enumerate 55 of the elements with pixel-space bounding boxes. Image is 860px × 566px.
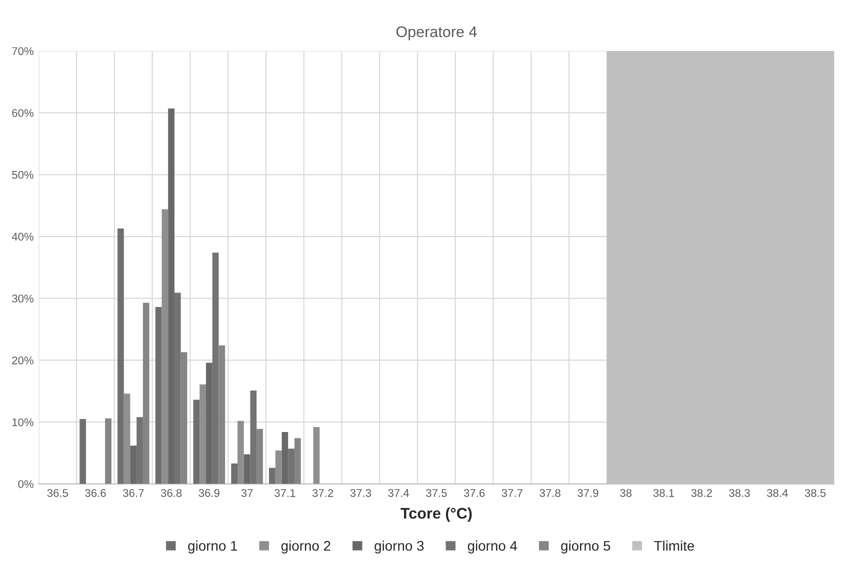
y-tick-label: 30% xyxy=(12,294,34,302)
y-tick-label: 60% xyxy=(12,109,34,117)
x-tick-label: 37.9 xyxy=(578,489,598,497)
bar xyxy=(238,420,244,484)
x-tick-label: 38.1 xyxy=(653,489,674,497)
bar xyxy=(105,418,112,484)
y-tick-label: 0% xyxy=(18,480,34,488)
y-tick-label: 40% xyxy=(12,232,34,241)
x-tick-label: 37.5 xyxy=(426,489,447,497)
bar xyxy=(200,384,206,484)
x-tick-label: 38.2 xyxy=(691,489,712,497)
bar xyxy=(313,427,320,484)
bar xyxy=(162,209,168,484)
x-tick-label: 37.6 xyxy=(464,489,485,497)
x-tick-label: 36.6 xyxy=(85,489,106,497)
bar xyxy=(275,450,282,484)
x-tick-label: 37.7 xyxy=(502,489,522,497)
x-tick-label: 36.7 xyxy=(123,489,144,497)
bar xyxy=(80,418,86,484)
legend-label: giorno 5 xyxy=(561,540,610,554)
bar xyxy=(256,428,263,484)
x-tick-label: 37.3 xyxy=(350,489,372,497)
bar xyxy=(231,464,238,484)
y-tick-label: 10% xyxy=(12,418,34,426)
legend-label: giorno 1 xyxy=(188,540,238,554)
bar xyxy=(124,394,130,484)
bar xyxy=(218,345,226,484)
x-tick-label: 36.9 xyxy=(198,489,220,497)
bar xyxy=(155,307,162,484)
y-tick-label: 70% xyxy=(12,47,34,56)
y-tick-label: 50% xyxy=(12,170,34,179)
x-tick-label: 37.8 xyxy=(540,489,560,497)
x-tick-label: 38.5 xyxy=(804,489,826,497)
x-axis-title: Tcore (°C) xyxy=(400,507,472,522)
bar xyxy=(193,400,200,484)
bar xyxy=(117,228,124,484)
legend-label: giorno 4 xyxy=(468,540,518,554)
x-tick-label: 37.4 xyxy=(388,489,410,497)
x-tick-label: 37 xyxy=(241,489,253,497)
legend-label: giorno 3 xyxy=(374,540,424,554)
bar xyxy=(269,468,276,484)
chart-title: Operatore 4 xyxy=(396,26,477,40)
x-tick-label: 37.1 xyxy=(274,489,296,497)
legend-label: Tlimite xyxy=(654,540,694,551)
y-tick-label: 20% xyxy=(12,356,34,364)
x-tick-label: 38.3 xyxy=(729,489,750,497)
x-tick-label: 37.2 xyxy=(312,489,334,497)
legend-label: giorno 2 xyxy=(281,540,330,554)
x-tick-label: 38 xyxy=(620,489,632,497)
bar xyxy=(142,302,150,484)
bar xyxy=(294,438,301,484)
x-tick-label: 38.4 xyxy=(766,489,788,497)
bar xyxy=(180,352,188,484)
x-tick-label: 36.8 xyxy=(160,489,182,497)
x-tick-label: 36.5 xyxy=(47,489,68,497)
